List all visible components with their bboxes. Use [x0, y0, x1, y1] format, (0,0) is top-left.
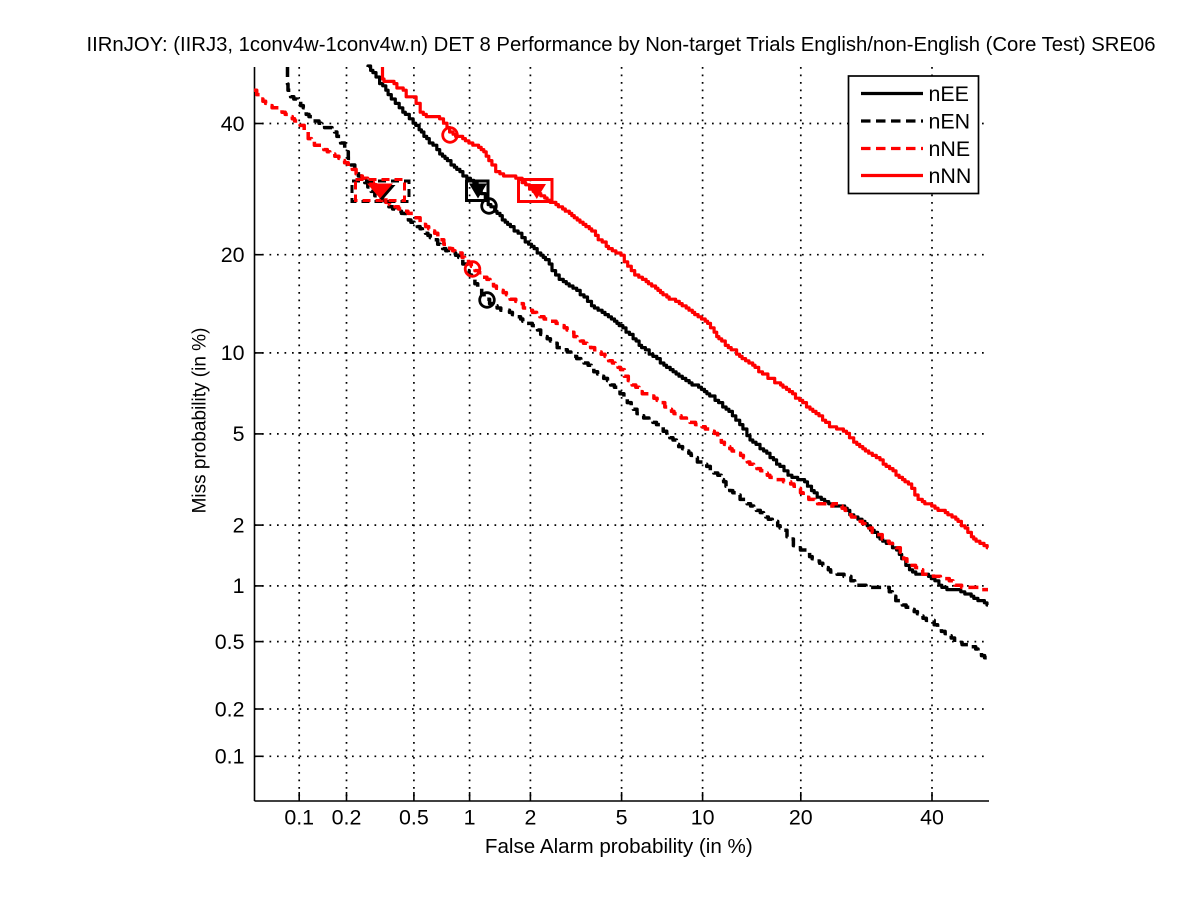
- svg-text:nNE: nNE: [929, 137, 971, 161]
- svg-text:nEN: nEN: [929, 109, 971, 133]
- svg-text:0.1: 0.1: [215, 745, 245, 769]
- svg-text:5: 5: [616, 806, 628, 830]
- svg-text:5: 5: [233, 422, 245, 446]
- svg-text:40: 40: [221, 112, 245, 136]
- svg-text:0.5: 0.5: [215, 630, 245, 654]
- svg-text:nNN: nNN: [929, 164, 972, 188]
- svg-text:1: 1: [464, 806, 476, 830]
- svg-text:False Alarm probability (in %): False Alarm probability (in %): [485, 835, 753, 858]
- svg-text:IIRnJOY: (IIRJ3, 1conv4w-1conv: IIRnJOY: (IIRJ3, 1conv4w-1conv4w.n) DET …: [87, 34, 1156, 56]
- svg-text:20: 20: [221, 243, 245, 267]
- svg-text:40: 40: [920, 806, 944, 830]
- svg-text:1: 1: [233, 574, 245, 598]
- svg-text:2: 2: [524, 806, 536, 830]
- svg-text:0.2: 0.2: [215, 697, 245, 721]
- svg-text:0.1: 0.1: [284, 806, 314, 830]
- svg-text:nEE: nEE: [929, 82, 969, 106]
- svg-text:Miss probability (in %): Miss probability (in %): [190, 328, 211, 514]
- svg-text:0.5: 0.5: [399, 806, 429, 830]
- svg-text:20: 20: [789, 806, 813, 830]
- svg-text:10: 10: [691, 806, 715, 830]
- svg-text:0.2: 0.2: [332, 806, 362, 830]
- svg-text:10: 10: [221, 341, 245, 365]
- svg-text:2: 2: [233, 513, 245, 537]
